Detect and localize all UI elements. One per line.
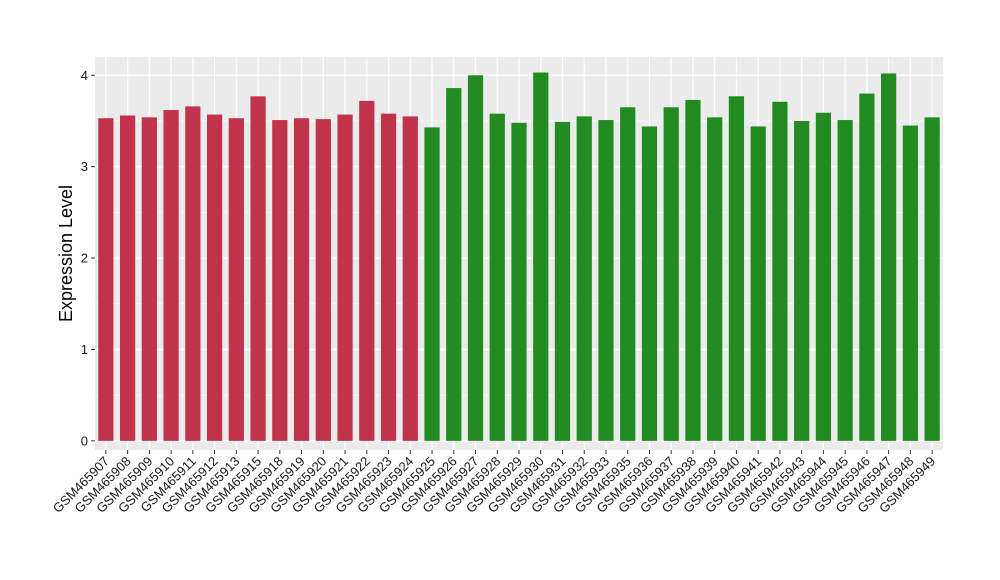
x-axis: GSM465907GSM465908GSM465909GSM465910GSM4… xyxy=(50,450,938,516)
bar-GSM465921 xyxy=(337,114,353,441)
bar-GSM465920 xyxy=(315,119,331,441)
bar-GSM465941 xyxy=(750,126,766,441)
y-axis: 0 1 2 3 4 xyxy=(81,68,95,448)
bar-GSM465938 xyxy=(685,99,701,441)
bar-GSM465909 xyxy=(141,117,157,441)
bar-GSM465948 xyxy=(902,125,918,441)
bar-GSM465911 xyxy=(185,106,201,441)
bar-GSM465933 xyxy=(598,120,614,441)
bar-GSM465935 xyxy=(620,107,636,441)
bar-GSM465943 xyxy=(794,120,810,441)
y-tick-label: 3 xyxy=(81,159,88,174)
y-axis-title: Expression Level xyxy=(56,185,76,322)
bar-GSM465925 xyxy=(424,127,440,441)
bar-GSM465931 xyxy=(554,121,571,441)
bar-GSM465932 xyxy=(576,116,592,441)
bar-GSM465918 xyxy=(272,120,288,441)
bar-GSM465913 xyxy=(228,118,244,441)
bar-GSM465922 xyxy=(359,100,375,441)
bar-GSM465947 xyxy=(881,73,897,441)
y-tick-label: 4 xyxy=(81,68,88,83)
bar-GSM465944 xyxy=(815,112,832,441)
y-tick-label: 0 xyxy=(81,433,88,448)
bars xyxy=(98,72,940,441)
bar-GSM465930 xyxy=(533,72,549,441)
bar-GSM465946 xyxy=(859,93,875,441)
bar-GSM465940 xyxy=(728,96,745,441)
bar-GSM465929 xyxy=(511,122,527,441)
bar-GSM465936 xyxy=(641,126,658,441)
bar-GSM465926 xyxy=(446,88,462,441)
y-tick-label: 2 xyxy=(81,251,88,266)
bar-GSM465928 xyxy=(489,113,505,441)
y-tick-label: 1 xyxy=(81,342,88,357)
bar-GSM465908 xyxy=(120,115,136,441)
bar-GSM465942 xyxy=(772,101,788,441)
bar-GSM465923 xyxy=(380,113,397,441)
bar-GSM465945 xyxy=(837,120,853,441)
bar-GSM465907 xyxy=(98,118,114,441)
bar-GSM465939 xyxy=(707,117,723,441)
bar-GSM465937 xyxy=(663,107,679,441)
bar-GSM465915 xyxy=(250,96,266,441)
bar-GSM465910 xyxy=(163,110,179,441)
bar-GSM465949 xyxy=(924,117,940,441)
bar-GSM465912 xyxy=(206,114,223,441)
bar-GSM465924 xyxy=(402,116,418,441)
bar-GSM465927 xyxy=(467,75,484,441)
bar-GSM465919 xyxy=(293,118,310,441)
